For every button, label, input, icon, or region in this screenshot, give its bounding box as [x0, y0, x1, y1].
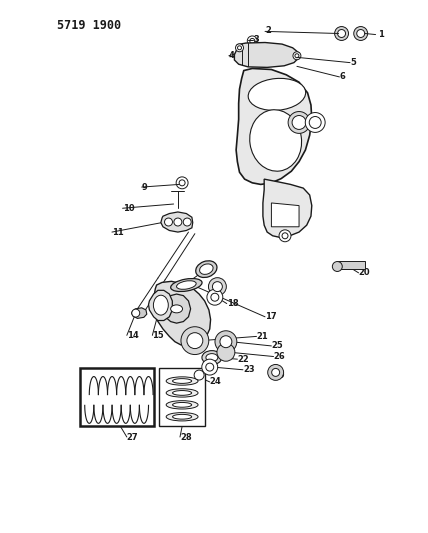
Ellipse shape — [250, 110, 302, 171]
Ellipse shape — [248, 78, 306, 110]
Ellipse shape — [153, 295, 168, 315]
Ellipse shape — [196, 261, 217, 278]
Circle shape — [132, 309, 140, 317]
Circle shape — [183, 218, 191, 226]
Ellipse shape — [172, 402, 192, 407]
Circle shape — [174, 218, 182, 226]
Text: 23: 23 — [243, 365, 255, 374]
Text: 10: 10 — [122, 204, 134, 213]
Text: 13: 13 — [210, 289, 221, 298]
Ellipse shape — [166, 401, 198, 409]
Text: 8: 8 — [318, 119, 324, 128]
Polygon shape — [163, 294, 190, 323]
Circle shape — [333, 262, 342, 271]
Polygon shape — [131, 308, 147, 318]
Text: 28: 28 — [180, 432, 192, 441]
Ellipse shape — [166, 389, 198, 397]
Bar — [337, 261, 365, 269]
Circle shape — [292, 116, 306, 130]
Circle shape — [206, 363, 214, 371]
Text: 16: 16 — [176, 331, 187, 340]
Text: 17: 17 — [265, 312, 276, 321]
Circle shape — [288, 111, 310, 133]
Text: 24: 24 — [210, 377, 222, 386]
Text: 4: 4 — [229, 51, 235, 60]
Text: 19: 19 — [273, 370, 285, 379]
Circle shape — [179, 180, 185, 186]
Circle shape — [293, 52, 301, 60]
Text: 3: 3 — [253, 35, 259, 44]
Text: 5: 5 — [350, 58, 356, 67]
Circle shape — [268, 365, 284, 381]
Text: 15: 15 — [152, 331, 164, 340]
Circle shape — [335, 27, 348, 41]
Polygon shape — [235, 43, 299, 67]
Ellipse shape — [172, 378, 192, 383]
Polygon shape — [271, 203, 299, 227]
Circle shape — [250, 38, 255, 43]
Text: 12: 12 — [186, 279, 198, 288]
Polygon shape — [236, 68, 312, 184]
Circle shape — [211, 293, 219, 301]
Circle shape — [338, 29, 345, 37]
Text: 2: 2 — [265, 26, 271, 35]
Text: 1: 1 — [378, 30, 383, 39]
Circle shape — [305, 112, 325, 132]
Circle shape — [220, 336, 232, 348]
Circle shape — [207, 289, 223, 305]
Circle shape — [309, 117, 321, 128]
Circle shape — [357, 29, 365, 37]
Ellipse shape — [172, 414, 192, 419]
Circle shape — [215, 331, 237, 353]
Circle shape — [247, 36, 257, 46]
Ellipse shape — [166, 413, 198, 421]
Ellipse shape — [171, 305, 182, 313]
Ellipse shape — [177, 281, 196, 289]
Circle shape — [235, 44, 244, 52]
Text: 18: 18 — [227, 299, 238, 308]
Text: 11: 11 — [112, 228, 124, 237]
Text: 27: 27 — [127, 432, 138, 441]
Circle shape — [164, 218, 172, 226]
Polygon shape — [161, 212, 193, 232]
Circle shape — [282, 233, 288, 239]
Circle shape — [208, 278, 226, 296]
Circle shape — [212, 281, 223, 292]
Polygon shape — [263, 179, 312, 237]
Text: 7: 7 — [297, 119, 303, 128]
Ellipse shape — [202, 351, 222, 365]
Circle shape — [176, 177, 188, 189]
Ellipse shape — [171, 279, 202, 292]
Text: 14: 14 — [127, 331, 139, 340]
Text: 9: 9 — [142, 183, 148, 191]
Ellipse shape — [166, 377, 198, 385]
Circle shape — [238, 46, 241, 50]
Circle shape — [354, 27, 368, 41]
Circle shape — [295, 54, 299, 58]
Circle shape — [181, 327, 209, 354]
Polygon shape — [154, 281, 211, 346]
Text: 26: 26 — [273, 352, 285, 361]
Bar — [80, 368, 155, 426]
Text: 6: 6 — [339, 72, 345, 82]
Circle shape — [202, 359, 218, 375]
Text: 20: 20 — [359, 268, 370, 277]
Bar — [159, 368, 205, 426]
Ellipse shape — [206, 353, 218, 361]
Circle shape — [279, 230, 291, 242]
Circle shape — [217, 343, 235, 361]
Ellipse shape — [199, 264, 213, 274]
Ellipse shape — [172, 391, 192, 395]
Circle shape — [187, 333, 203, 349]
Text: 25: 25 — [271, 342, 283, 350]
Polygon shape — [149, 290, 172, 320]
Text: 22: 22 — [238, 354, 249, 364]
Circle shape — [272, 368, 279, 376]
Text: 21: 21 — [256, 332, 268, 341]
Circle shape — [194, 370, 204, 380]
Text: 5719 1900: 5719 1900 — [56, 19, 121, 32]
